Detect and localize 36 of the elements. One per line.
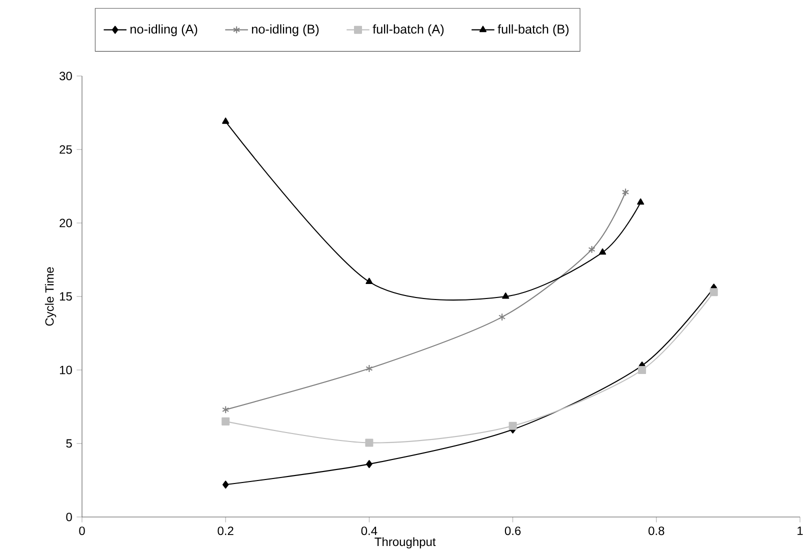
- legend-label: full-batch (A): [372, 24, 444, 36]
- point: [365, 438, 374, 447]
- x-tick-label: 1: [798, 526, 803, 535]
- point: [622, 188, 630, 196]
- point: [222, 480, 229, 489]
- y-tick-label: 25: [60, 145, 72, 154]
- y-tick-label: 30: [60, 72, 72, 80]
- point: [508, 422, 517, 430]
- y-tick-label: 10: [60, 366, 72, 374]
- point: [366, 460, 372, 468]
- point: [637, 198, 644, 205]
- y-tick-label: 5: [66, 439, 72, 448]
- legend-label: no-idling (A): [130, 24, 198, 36]
- point: [222, 417, 230, 426]
- point: [638, 366, 646, 374]
- y-tick-label: 20: [60, 218, 72, 228]
- y-axis-title: Cycle Time: [44, 267, 56, 326]
- point: [498, 313, 506, 322]
- y-tick-label: 15: [60, 292, 72, 301]
- x-tick-label: 0: [79, 526, 85, 536]
- x-tick-label: 0.6: [504, 526, 521, 536]
- point: [222, 118, 230, 124]
- x-axis-title: Throughput: [374, 537, 436, 548]
- point: [502, 292, 510, 299]
- y-tick-label: 0: [66, 512, 72, 522]
- point: [366, 364, 373, 373]
- x-tick-label: 0.4: [361, 526, 378, 536]
- point: [366, 278, 373, 284]
- point: [588, 245, 596, 254]
- point: [710, 288, 718, 296]
- legend-label: full-batch (B): [498, 24, 569, 36]
- point: [222, 406, 230, 414]
- legend-label: no-idling (B): [252, 24, 319, 36]
- point: [599, 248, 606, 255]
- x-tick-label: 0.2: [218, 526, 234, 536]
- x-tick-label: 0.8: [648, 526, 664, 536]
